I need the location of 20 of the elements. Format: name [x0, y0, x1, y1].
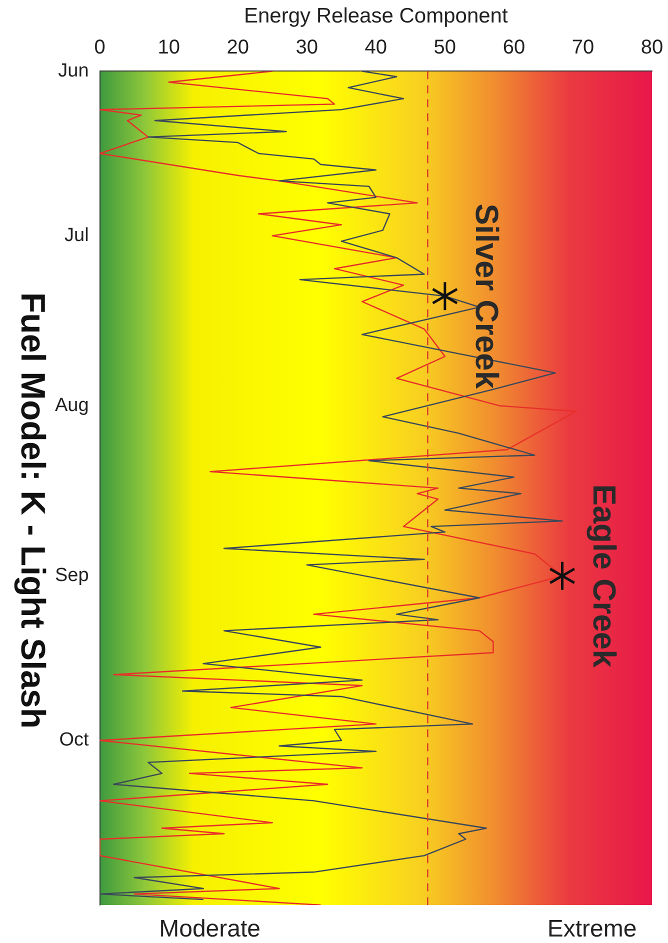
y-tick-label: Sep — [54, 565, 89, 586]
y-tick-label: Jun — [58, 60, 89, 82]
text: Fuel Model: K - Light Slash — [12, 292, 52, 728]
x-tick-label: 50 — [434, 36, 456, 59]
annotation: Silver Creek — [469, 204, 506, 389]
y-tick-label: Jul — [64, 225, 89, 246]
text: Extreme — [547, 916, 637, 943]
x-tick-label: 60 — [502, 36, 526, 59]
x-tick-label: 70 — [572, 36, 594, 59]
y-tick-label: Oct — [59, 730, 90, 751]
x-axis-title: Energy Release Component — [244, 4, 508, 28]
x-tick-label: 0 — [94, 36, 106, 59]
x-tick-label: 80 — [640, 36, 664, 59]
x-tick-label: 20 — [226, 36, 249, 59]
x-tick-label: 40 — [364, 36, 388, 59]
y-tick-label: Aug — [54, 395, 89, 416]
text: Moderate — [159, 916, 260, 943]
x-tick-label: 10 — [158, 36, 180, 59]
annotation: Eagle Creek — [586, 484, 622, 668]
x-tick-label: 30 — [296, 36, 318, 59]
